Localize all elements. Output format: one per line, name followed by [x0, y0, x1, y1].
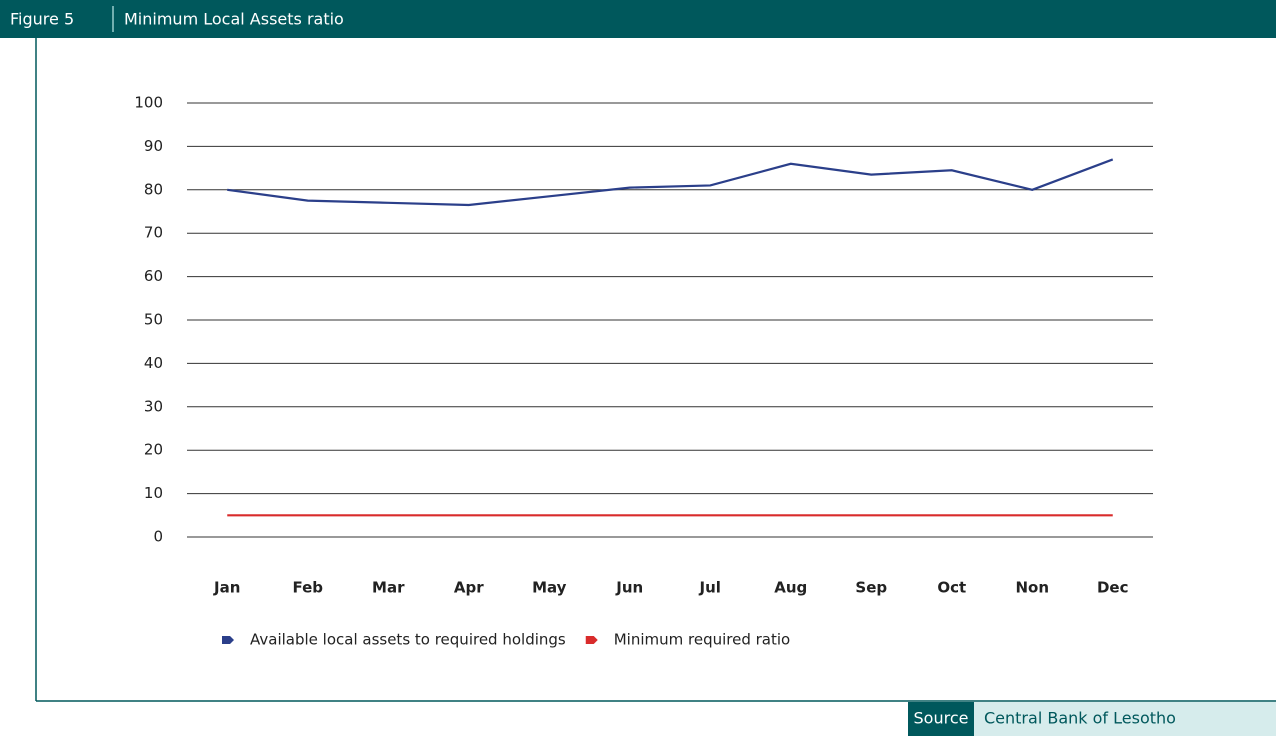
x-tick-label: Jun — [615, 579, 643, 597]
legend-marker — [222, 636, 234, 644]
source-text: Central Bank of Lesotho — [984, 709, 1176, 728]
y-tick-label: 80 — [144, 180, 163, 198]
x-tick-label: May — [532, 579, 567, 597]
y-tick-label: 50 — [144, 311, 163, 329]
legend-label: Minimum required ratio — [614, 631, 790, 649]
chart-title: Minimum Local Assets ratio — [124, 10, 344, 29]
series-line — [227, 158, 1114, 207]
x-tick-label: Sep — [855, 579, 887, 597]
y-tick-label: 60 — [144, 267, 163, 285]
x-tick-label: Apr — [454, 579, 484, 597]
y-tick-label: 100 — [134, 94, 163, 112]
legend-label: Available local assets to required holdi… — [250, 631, 566, 649]
x-tick-label: Dec — [1097, 579, 1129, 597]
x-tick-label: Mar — [372, 579, 405, 597]
figure-label: Figure 5 — [10, 10, 74, 29]
y-tick-label: 0 — [153, 528, 163, 546]
x-tick-label: Feb — [292, 579, 323, 597]
y-tick-label: 70 — [144, 224, 163, 242]
y-tick-label: 20 — [144, 441, 163, 459]
source-label-box — [908, 702, 974, 736]
x-tick-label: Jan — [213, 579, 240, 597]
y-tick-label: 40 — [144, 354, 163, 372]
x-tick-label: Aug — [774, 579, 807, 597]
y-tick-label: 90 — [144, 137, 163, 155]
source-box — [974, 702, 1276, 736]
x-tick-label: Oct — [937, 579, 966, 597]
y-tick-label: 10 — [144, 484, 163, 502]
header-bar — [0, 0, 1276, 38]
x-tick-label: Jul — [699, 579, 721, 597]
y-tick-label: 30 — [144, 397, 163, 415]
x-tick-label: Non — [1015, 579, 1049, 597]
source-label: Source — [914, 709, 969, 728]
legend-marker — [585, 636, 598, 644]
